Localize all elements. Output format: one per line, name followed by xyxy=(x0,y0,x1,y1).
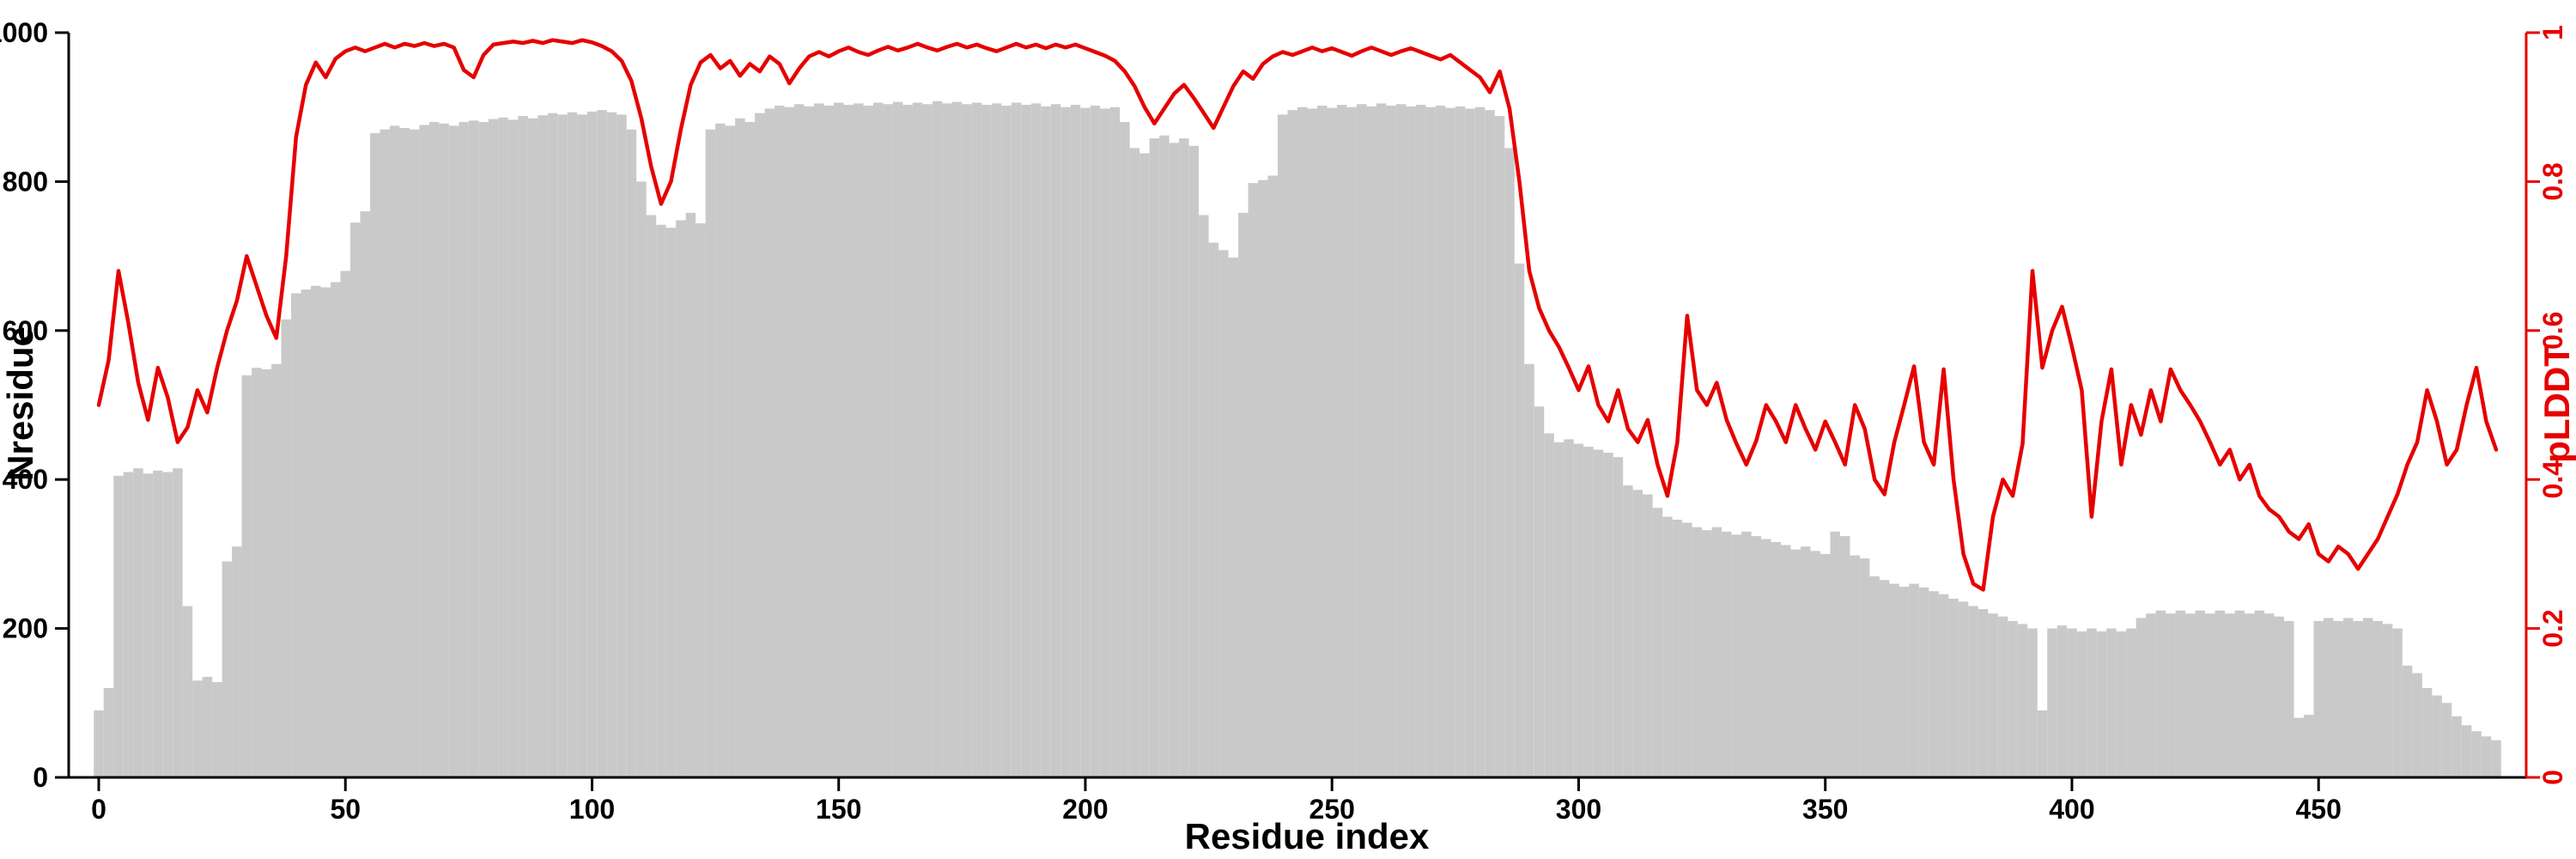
axis-layer: 0 50 100 150 200 250 300 350 400 450 0 200 400 600 800… xyxy=(0,17,2568,825)
svg-text:400: 400 xyxy=(3,464,48,495)
svg-text:0: 0 xyxy=(2537,770,2568,785)
nresidue-bars xyxy=(94,101,2501,778)
svg-text:200: 200 xyxy=(3,613,48,644)
svg-text:1000: 1000 xyxy=(0,17,48,48)
svg-text:0.8: 0.8 xyxy=(2537,162,2568,200)
svg-text:800: 800 xyxy=(3,166,48,197)
svg-text:50: 50 xyxy=(330,794,361,825)
svg-text:150: 150 xyxy=(816,794,861,825)
plddt-line xyxy=(96,38,2499,592)
svg-text:100: 100 xyxy=(569,794,615,825)
svg-text:1: 1 xyxy=(2537,25,2568,40)
x-axis-title: Residue index xyxy=(1185,816,1430,856)
y-axis-title-left: Nresidue xyxy=(0,326,40,481)
svg-text:350: 350 xyxy=(1802,794,1848,825)
svg-text:400: 400 xyxy=(2049,794,2094,825)
svg-text:200: 200 xyxy=(1062,794,1108,825)
svg-text:250: 250 xyxy=(1309,794,1355,825)
svg-text:450: 450 xyxy=(2296,794,2342,825)
svg-text:0.6: 0.6 xyxy=(2537,312,2568,350)
y-axis-title-right: pLDDT xyxy=(2537,344,2576,463)
svg-text:0.4: 0.4 xyxy=(2537,460,2568,499)
svg-text:300: 300 xyxy=(1556,794,1601,825)
svg-text:0.2: 0.2 xyxy=(2537,609,2568,647)
svg-text:0: 0 xyxy=(91,794,106,825)
svg-text:600: 600 xyxy=(3,315,48,346)
svg-text:0: 0 xyxy=(33,762,48,793)
